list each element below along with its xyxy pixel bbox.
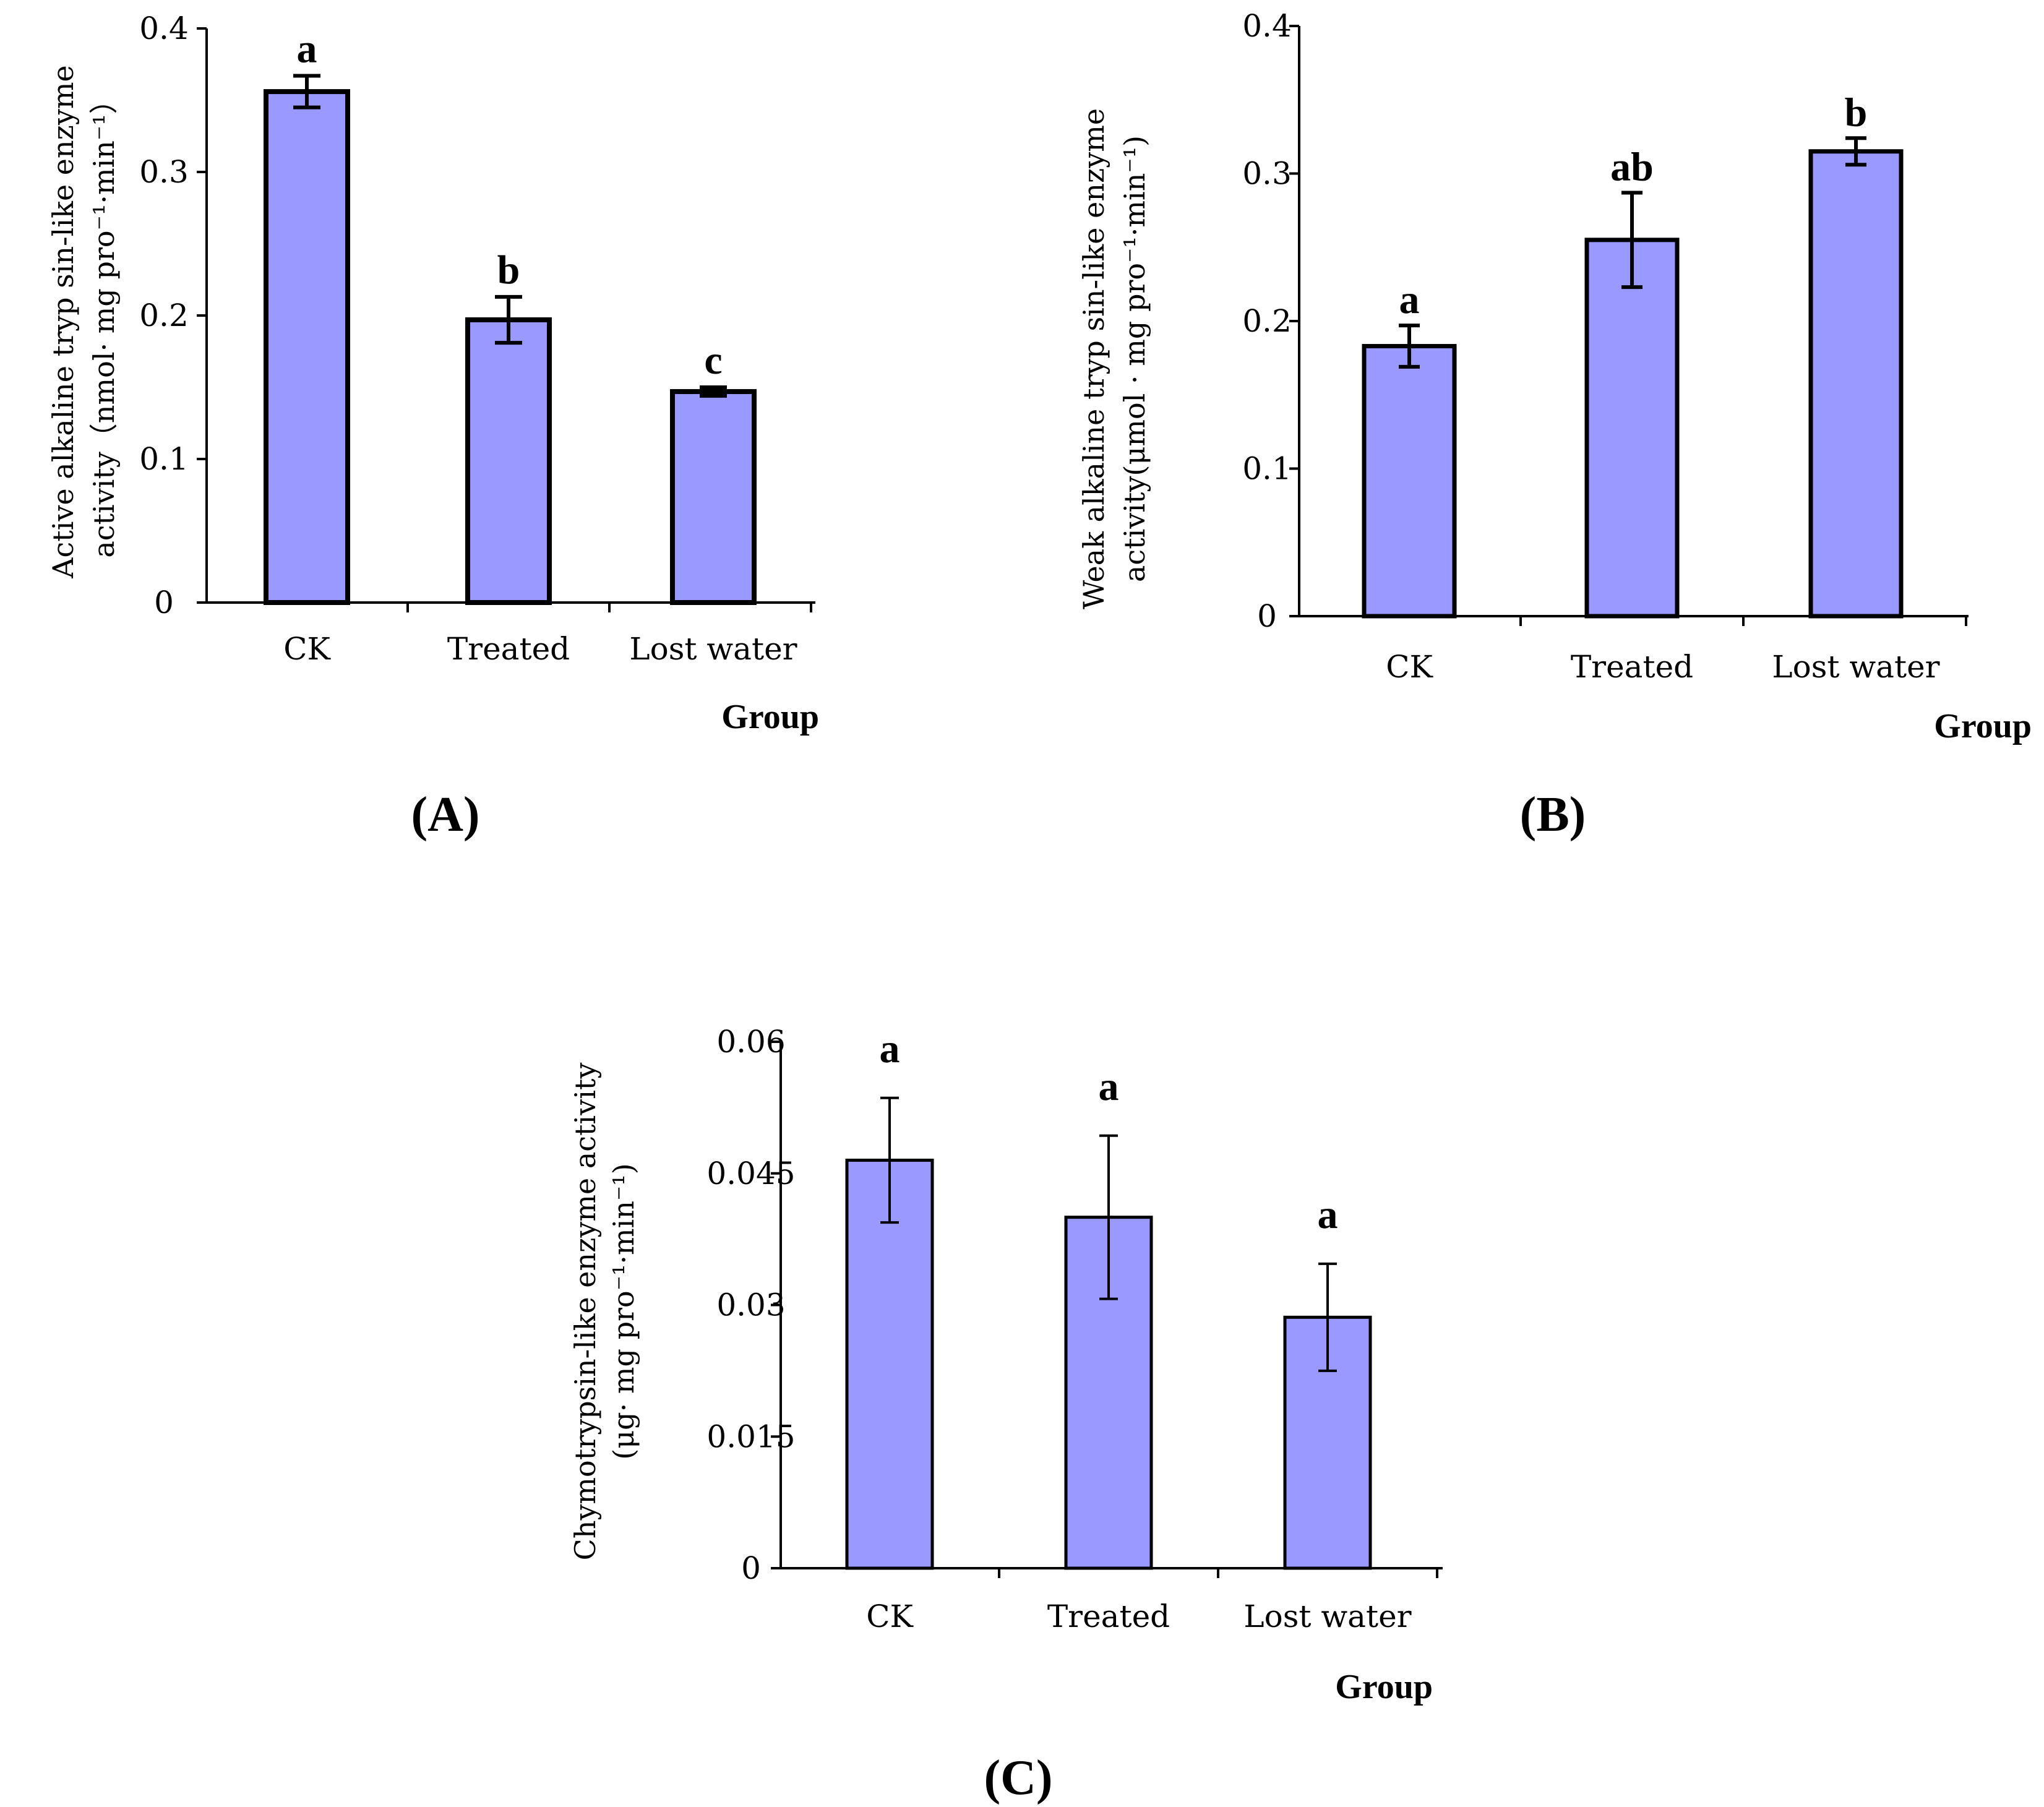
- significance-letter: a: [1099, 1064, 1119, 1109]
- significance-letter: a: [297, 27, 317, 72]
- y-tick-label: 0.03: [716, 1287, 785, 1323]
- significance-letter: c: [704, 338, 722, 383]
- y-tick-label: 0.2: [1242, 303, 1292, 339]
- x-category-label: Treated: [447, 631, 570, 667]
- significance-letter: b: [497, 247, 520, 293]
- y-tick-label: 0.4: [1242, 8, 1292, 44]
- bar-a-2: [670, 388, 757, 606]
- error-bar-a-0: [293, 74, 320, 109]
- significance-letter: a: [1399, 277, 1420, 322]
- error-bar-c-0: [880, 1096, 899, 1224]
- y-tick-label: 0.2: [139, 298, 189, 333]
- x-axis-title: Group: [1335, 1668, 1433, 1706]
- chart-panel-a: 0 0.1 0.2 0.3 0.4 a CK b Treated c Lost water Group…: [46, 11, 819, 842]
- panel-label-b: (B): [1520, 788, 1586, 842]
- error-bar-b-0: [1399, 324, 1420, 369]
- y-tick-label: 0.1: [139, 441, 189, 477]
- significance-letter: a: [1318, 1192, 1338, 1237]
- y-tick-label: 0.4: [139, 11, 189, 46]
- x-category-label: CK: [1386, 649, 1433, 685]
- error-bar-a-2: [700, 385, 727, 398]
- panel-label-a: (A): [411, 788, 479, 842]
- y-axis-title-line: Active alkaline tryp sin-like enzyme: [46, 65, 80, 578]
- bar-b-0: [1362, 344, 1457, 619]
- bar-b-2: [1808, 149, 1904, 619]
- y-tick-label: 0: [1257, 598, 1277, 634]
- y-axis-title: Chymotrypsin-like enzyme activity (μg· mg…: [569, 1063, 640, 1561]
- y-tick-label: 0: [741, 1550, 761, 1586]
- bar-c-0: [845, 1158, 934, 1570]
- x-category-label: Lost water: [629, 631, 797, 667]
- error-bar-c-1: [1099, 1134, 1118, 1300]
- y-axis-title: Weak alkaline tryp sin-like enzyme activi…: [1077, 108, 1151, 609]
- significance-letter: b: [1845, 90, 1868, 135]
- y-axis-title-line: (μg· mg pro⁻¹·min⁻¹): [607, 1163, 640, 1459]
- x-category-label: Treated: [1047, 1599, 1170, 1634]
- error-bar-c-2: [1318, 1262, 1337, 1372]
- y-tick-label: 0.3: [139, 154, 189, 190]
- panel-label-c: (C): [984, 1751, 1052, 1805]
- x-category-label: CK: [283, 631, 331, 667]
- significance-letter: a: [880, 1026, 900, 1071]
- x-axis-title: Group: [721, 698, 819, 736]
- y-tick-label: 0.1: [1242, 451, 1292, 487]
- chart-panel-c: 0 0.015 0.03 0.045 0.06 a CK a Treated a Lost wate…: [569, 1024, 1443, 1805]
- bar-b-1: [1584, 238, 1680, 619]
- significance-letter: ab: [1610, 145, 1654, 190]
- y-axis-title-line: Weak alkaline tryp sin-like enzyme: [1077, 108, 1110, 609]
- y-tick-label: 0.06: [716, 1024, 785, 1060]
- x-category-label: CK: [866, 1599, 914, 1634]
- error-bar-b-2: [1845, 136, 1866, 167]
- chart-panel-b: 0 0.1 0.2 0.3 0.4 a CK ab Treated b Lost water Grou…: [1077, 8, 2032, 842]
- x-axis-title: Group: [1934, 707, 2032, 745]
- y-tick-label: 0.015: [706, 1419, 795, 1454]
- y-axis-title: Active alkaline tryp sin-like enzyme acti…: [46, 65, 121, 578]
- y-tick-label: 0.045: [706, 1156, 795, 1191]
- y-axis-title-line: Chymotrypsin-like enzyme activity: [569, 1063, 602, 1561]
- x-category-label: Treated: [1571, 649, 1693, 685]
- bar-a-0: [264, 89, 350, 605]
- y-axis-title-line: activity（nmol· mg pro⁻¹·min⁻¹）: [87, 85, 121, 557]
- y-axis-title-line: activity(μmol · mg pro⁻¹·min⁻¹): [1118, 135, 1151, 582]
- error-bar-a-1: [495, 294, 522, 345]
- x-category-label: Lost water: [1772, 649, 1939, 685]
- x-category-label: Lost water: [1243, 1599, 1411, 1634]
- y-tick-label: 0.3: [1242, 156, 1292, 192]
- y-tick-label: 0: [154, 585, 174, 620]
- error-bar-b-1: [1621, 191, 1642, 290]
- bar-a-1: [465, 317, 552, 606]
